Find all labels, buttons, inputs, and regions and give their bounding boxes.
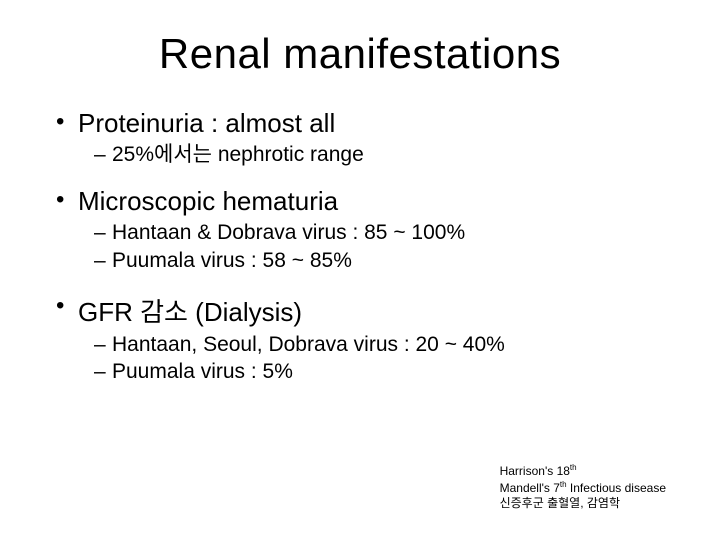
slide-content: Proteinuria : almost all 25%에서는 nephroti… <box>50 108 670 385</box>
section-gfr: GFR 감소 (Dialysis) Hantaan, Seoul, Dobrav… <box>50 292 670 386</box>
bullet-heading: Proteinuria : almost all <box>50 108 670 139</box>
bullet-heading: Microscopic hematuria <box>50 186 670 217</box>
bullet-sub: 25%에서는 nephrotic range <box>50 141 670 168</box>
bullet-sub: Puumala virus : 58 ~ 85% <box>50 247 670 274</box>
reference-line: Harrison's 18th <box>500 463 666 480</box>
ref-text: Mandell's 7 <box>500 481 560 495</box>
bullet-sub: Puumala virus : 5% <box>50 358 670 385</box>
bullet-sub: Hantaan, Seoul, Dobrava virus : 20 ~ 40% <box>50 331 670 358</box>
bullet-heading: GFR 감소 (Dialysis) <box>50 292 670 329</box>
reference-line: 신증후군 출혈열, 감염학 <box>500 496 666 512</box>
ref-text: Harrison's 18 <box>500 464 570 478</box>
reference-line: Mandell's 7th Infectious disease <box>500 480 666 497</box>
section-hematuria: Microscopic hematuria Hantaan & Dobrava … <box>50 186 670 274</box>
ref-sup: th <box>560 480 567 489</box>
slide-container: Renal manifestations Proteinuria : almos… <box>0 0 720 540</box>
references-block: Harrison's 18th Mandell's 7th Infectious… <box>500 463 666 512</box>
ref-text: Infectious disease <box>567 481 666 495</box>
section-proteinuria: Proteinuria : almost all 25%에서는 nephroti… <box>50 108 670 168</box>
ref-sup: th <box>570 463 577 472</box>
slide-title: Renal manifestations <box>50 30 670 78</box>
bullet-sub: Hantaan & Dobrava virus : 85 ~ 100% <box>50 219 670 246</box>
